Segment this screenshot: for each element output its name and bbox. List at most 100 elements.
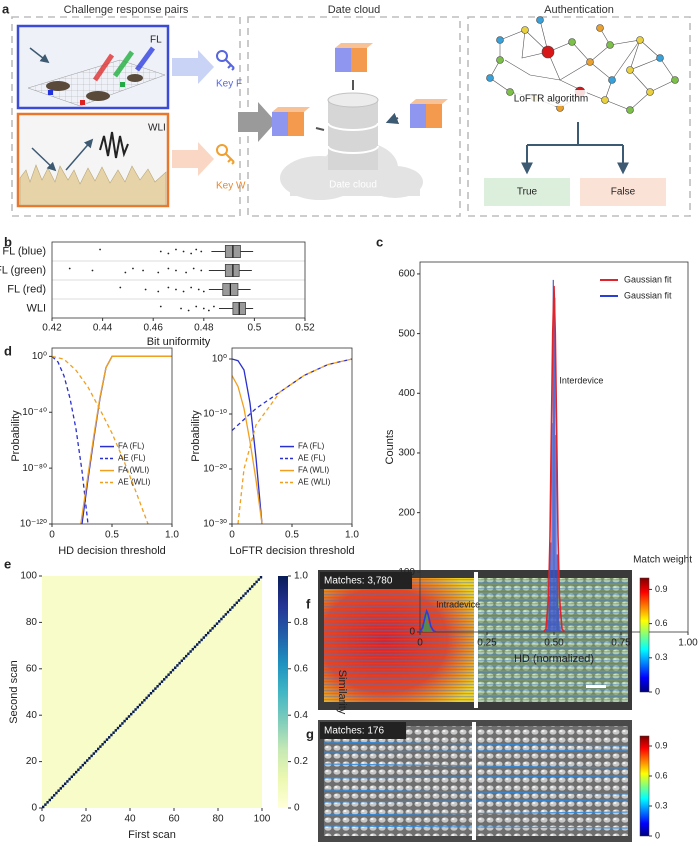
y-tick-label: 500 [398,328,415,339]
y-tick-label: 10⁻⁸⁰ [22,463,47,474]
outlier [185,271,187,274]
outlier [195,248,198,251]
heatmap-cell [253,582,256,586]
key-label: Key F [216,79,242,90]
wli-label: WLI [148,123,166,134]
outlier [187,309,190,312]
heatmap-cell [42,805,45,809]
x-tick-label: 0.75 [611,638,631,649]
heatmap-cell [99,745,102,748]
heatmap-cell [160,680,164,683]
x-tick-label: 0.50 [544,638,564,649]
outlier [167,286,170,289]
heatmap-cell [127,715,131,718]
outlier [195,305,198,308]
outlier [182,250,185,253]
x-tick-label: 60 [168,814,180,825]
x-tick-label: 0.44 [93,323,113,334]
arrow [172,50,214,84]
heatmap-cell [235,601,238,605]
colorbar [639,735,650,837]
wli-illustration: WLI [16,112,170,208]
heatmap-cell [255,580,258,584]
outlier [175,269,177,272]
colorbar-tick-label: 0.6 [294,663,308,674]
legend-label: Gaussian fit [624,290,672,300]
series-line [232,358,263,524]
heatmap-cell [59,787,62,790]
y-tick-label: 0 [31,803,37,814]
section-title: Authentication [544,4,614,16]
heatmap-cell [163,678,166,681]
histogram-bar [551,423,553,632]
arrow [172,142,214,176]
heatmap-cell [231,606,234,609]
x-tick-label: 0 [49,530,55,541]
outcome-label: False [611,187,636,198]
outlier [190,252,193,255]
x-axis-label: HD decision threshold [58,545,166,557]
panel-fg-images: Matches: 3,780 Matches: 176 Match weight [318,555,692,842]
heatmap-cell [77,768,80,772]
histogram-bar [555,435,557,632]
heatmap-cell [220,617,223,621]
heatmap-cell [178,661,181,665]
heatmap-cell [226,610,230,614]
heatmap-cell [191,647,194,651]
heatmap-cell [176,664,179,667]
outlier [159,250,162,253]
outlier [68,267,71,270]
outlier [119,286,122,289]
colorbar-tick-label: 0 [655,830,660,840]
histogram-bar [424,614,426,632]
heatmap-cell [97,747,100,751]
heatmap-cell [147,694,150,697]
panel-a: Challenge response pairs Date cloud Auth… [11,4,691,217]
series-line [81,355,172,524]
colorbar-tick-label: 0.4 [294,710,308,721]
outlier [207,309,210,312]
heatmap-cell [257,578,260,581]
outlier [197,288,200,291]
y-tick-label: 10⁻⁴⁰ [22,407,47,418]
key-label: Key W [216,181,246,192]
heatmap-cell [187,652,190,656]
annotation: Intradevice [436,600,480,610]
x-tick-label: 40 [124,814,136,825]
outlier [200,250,203,253]
section-title: Date cloud [328,4,381,16]
heatmap-cell [218,620,221,623]
x-axis-label: LoFTR decision threshold [229,545,354,557]
x-axis-label: HD (normalized) [514,653,594,665]
panel-label: a [2,1,10,16]
outlier [202,290,205,293]
heatmap-cell [105,738,109,741]
match-count: Matches: 176 [324,726,384,737]
heatmap-cell [207,631,210,635]
histogram-bar [549,542,552,632]
key-icon [216,50,235,165]
heatmap-cell [202,636,205,639]
y-tick-label: 0 [409,627,415,638]
category-label: FL (blue) [2,245,46,257]
heatmap-cell [44,803,47,806]
y-tick-label: 300 [398,448,415,459]
histogram-bar [554,297,556,632]
heatmap-cell [48,798,51,802]
heatmap-cell [50,796,54,799]
histogram-bar [559,626,561,632]
legend-label: FA (WLI) [298,466,329,475]
heatmap-cell [86,759,89,762]
y-tick-label: 10⁻³⁰ [203,519,227,530]
x-tick-label: 0.48 [194,323,214,334]
divider [474,572,478,708]
outlier [180,307,182,310]
heatmap-cell [248,587,252,591]
heatmap-cell [83,761,87,765]
outlier [167,267,170,270]
outlier [142,269,144,272]
histogram-bar [560,630,563,632]
outlier [200,269,203,272]
histogram-bar [428,623,430,632]
